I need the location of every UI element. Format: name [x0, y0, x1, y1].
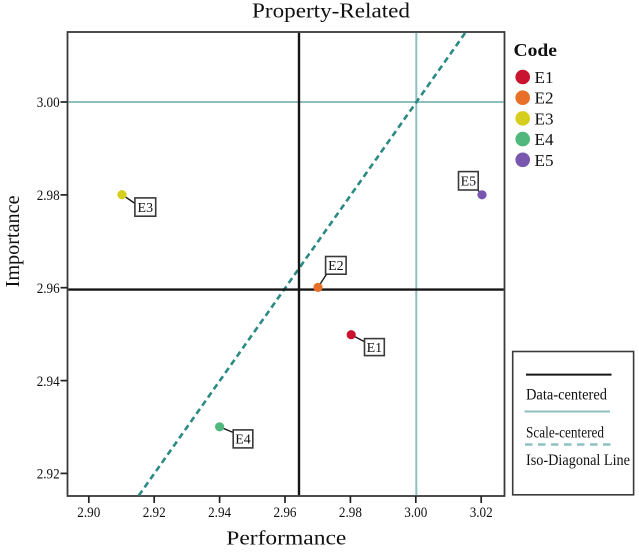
svg-text:2.90: 2.90 [77, 505, 100, 521]
svg-text:2.98: 2.98 [37, 188, 60, 204]
svg-text:E3: E3 [535, 109, 554, 128]
svg-text:E3: E3 [138, 201, 154, 216]
svg-text:E2: E2 [535, 89, 554, 108]
svg-text:Data-centered: Data-centered [526, 387, 607, 404]
svg-text:E5: E5 [535, 151, 554, 170]
svg-text:E5: E5 [461, 175, 477, 190]
svg-text:E2: E2 [328, 259, 344, 274]
svg-text:3.02: 3.02 [470, 505, 493, 521]
svg-text:Iso-Diagonal Line: Iso-Diagonal Line [526, 452, 630, 469]
svg-text:2.98: 2.98 [339, 505, 362, 521]
svg-text:Property-Related: Property-Related [252, 0, 411, 23]
svg-text:Scale-centered: Scale-centered [526, 425, 604, 442]
svg-text:Importance: Importance [2, 195, 24, 287]
svg-text:2.94: 2.94 [37, 374, 61, 390]
svg-text:E4: E4 [235, 433, 251, 448]
svg-text:E4: E4 [535, 130, 554, 149]
svg-text:2.92: 2.92 [143, 505, 166, 521]
svg-text:3.00: 3.00 [404, 505, 427, 521]
svg-text:2.96: 2.96 [274, 505, 297, 521]
svg-text:E1: E1 [367, 341, 383, 356]
svg-text:2.96: 2.96 [37, 281, 60, 297]
svg-text:E1: E1 [535, 68, 554, 87]
svg-text:2.94: 2.94 [208, 505, 232, 521]
svg-text:3.00: 3.00 [37, 95, 60, 111]
svg-text:Performance: Performance [226, 527, 346, 549]
svg-text:Code: Code [514, 40, 558, 60]
svg-text:2.92: 2.92 [37, 467, 60, 483]
